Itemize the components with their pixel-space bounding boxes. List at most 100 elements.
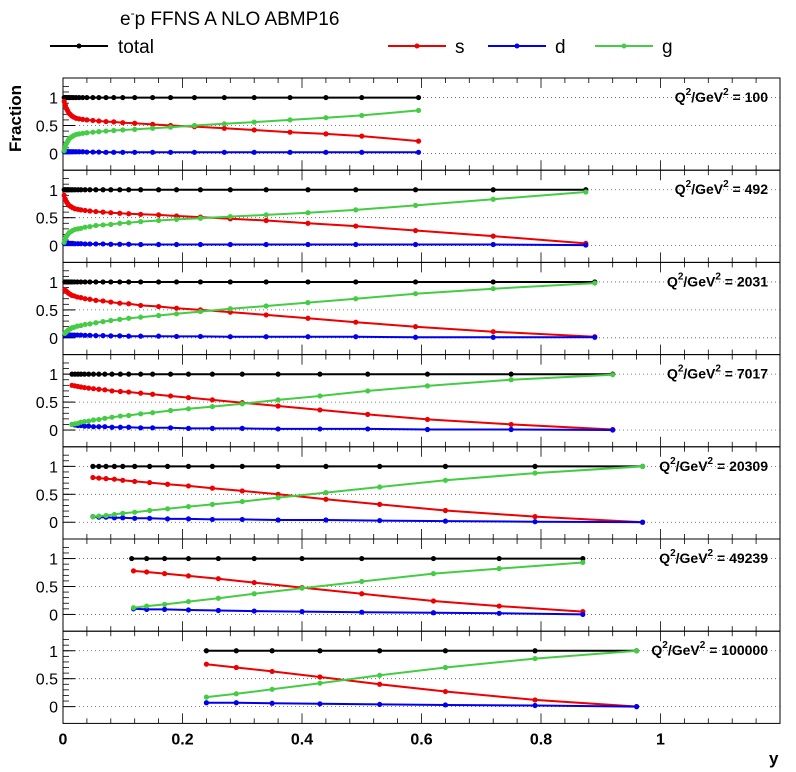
data-point-d: [412, 241, 419, 248]
data-point-s: [430, 598, 437, 604]
data-point-total: [532, 648, 538, 654]
data-point-d: [209, 425, 215, 431]
panel-6: 00.51 Q2/GeV2 = 49239: [36, 538, 781, 632]
data-point-s: [126, 301, 132, 307]
data-point-d: [377, 517, 383, 524]
data-point-total: [102, 371, 108, 377]
data-point-total: [508, 371, 514, 377]
data-point-total: [323, 94, 329, 101]
data-point-total: [129, 555, 135, 562]
legend-marker-g: [621, 43, 627, 49]
data-point-g: [120, 510, 126, 516]
data-point-d: [138, 241, 144, 248]
data-point-d: [317, 426, 323, 432]
data-point-total: [126, 279, 132, 285]
data-point-d: [117, 424, 123, 430]
data-point-d: [109, 424, 115, 430]
data-point-s: [117, 300, 123, 306]
data-point-total: [263, 187, 269, 193]
data-point-s: [138, 390, 144, 396]
panels: 00.51 Q2/GeV2 = 10000.51 Q2/GeV2 = 49200.5…: [36, 77, 781, 724]
data-point-d: [490, 334, 496, 340]
data-point-total: [108, 187, 114, 193]
data-point-s: [132, 478, 138, 485]
data-point-s: [90, 117, 96, 124]
data-point-s: [365, 411, 371, 417]
data-point-g: [634, 648, 640, 654]
data-point-d: [359, 609, 365, 615]
data-point-g: [138, 411, 144, 417]
series-line-s: [64, 289, 595, 338]
panel-label: Q2/GeV2 = 20309: [659, 456, 768, 474]
data-point-s: [81, 384, 88, 391]
data-point-total: [191, 94, 198, 101]
data-point-s: [111, 119, 117, 125]
data-point-total: [90, 94, 96, 101]
data-point-g: [138, 314, 144, 320]
data-point-s: [508, 421, 514, 428]
y-tick-label: 1: [49, 183, 58, 200]
data-point-d: [197, 333, 204, 340]
series-line-s: [63, 101, 419, 143]
data-point-total: [496, 555, 502, 562]
data-point-total: [221, 94, 227, 101]
data-point-s: [185, 395, 192, 401]
data-point-d: [150, 425, 156, 431]
data-point-d: [353, 334, 359, 340]
data-point-d: [82, 241, 88, 247]
data-point-total: [269, 648, 275, 654]
x-tick-label: 0.8: [530, 731, 552, 748]
data-point-g: [87, 321, 93, 327]
data-point-total: [251, 94, 257, 101]
panel-label-part: 2: [708, 456, 714, 467]
data-point-d: [317, 701, 323, 707]
panel-label: Q2/GeV2 = 2031: [667, 271, 768, 289]
data-point-g: [81, 419, 88, 425]
data-point-d: [532, 519, 538, 525]
legend: total s d g: [50, 37, 673, 58]
data-point-g: [227, 213, 233, 220]
data-point-d: [580, 611, 586, 618]
data-point-g: [251, 119, 257, 125]
data-point-s: [132, 120, 138, 126]
data-point-total: [197, 187, 204, 193]
data-point-g: [132, 126, 138, 133]
data-point-d: [150, 149, 156, 155]
data-point-total: [120, 463, 126, 469]
data-point-g: [90, 417, 97, 423]
data-point-d: [138, 333, 144, 339]
data-point-s: [120, 120, 126, 126]
data-point-total: [147, 463, 153, 469]
legend-marker-s: [414, 43, 420, 49]
data-point-g: [496, 566, 502, 572]
data-point-s: [203, 661, 209, 667]
series-line-s: [92, 476, 643, 524]
data-point-total: [74, 279, 80, 285]
y-tick-label: 1: [49, 275, 58, 292]
y-tick-label: 0: [49, 700, 58, 717]
data-point-total: [227, 187, 233, 193]
data-point-total: [185, 371, 192, 377]
data-point-total: [120, 94, 126, 101]
data-point-total: [132, 463, 138, 469]
data-point-g: [78, 225, 84, 231]
data-point-d: [377, 701, 383, 708]
data-point-g: [117, 220, 123, 226]
data-point-g: [117, 316, 123, 322]
data-point-total: [150, 94, 156, 101]
data-point-d: [87, 241, 93, 247]
panel-label-part: = 100000: [705, 642, 768, 658]
data-point-s: [126, 211, 132, 217]
data-point-g: [150, 125, 156, 131]
data-point-d: [108, 333, 114, 339]
series-line-s: [63, 195, 586, 245]
data-point-g: [490, 286, 496, 292]
data-point-d: [86, 423, 92, 429]
data-point-d: [156, 333, 162, 339]
data-point-total: [167, 371, 174, 377]
data-point-s: [90, 474, 96, 481]
data-point-g: [161, 601, 168, 607]
data-point-g: [126, 220, 132, 226]
data-point-g: [353, 296, 359, 302]
panel-label-part: /GeV: [676, 458, 709, 474]
